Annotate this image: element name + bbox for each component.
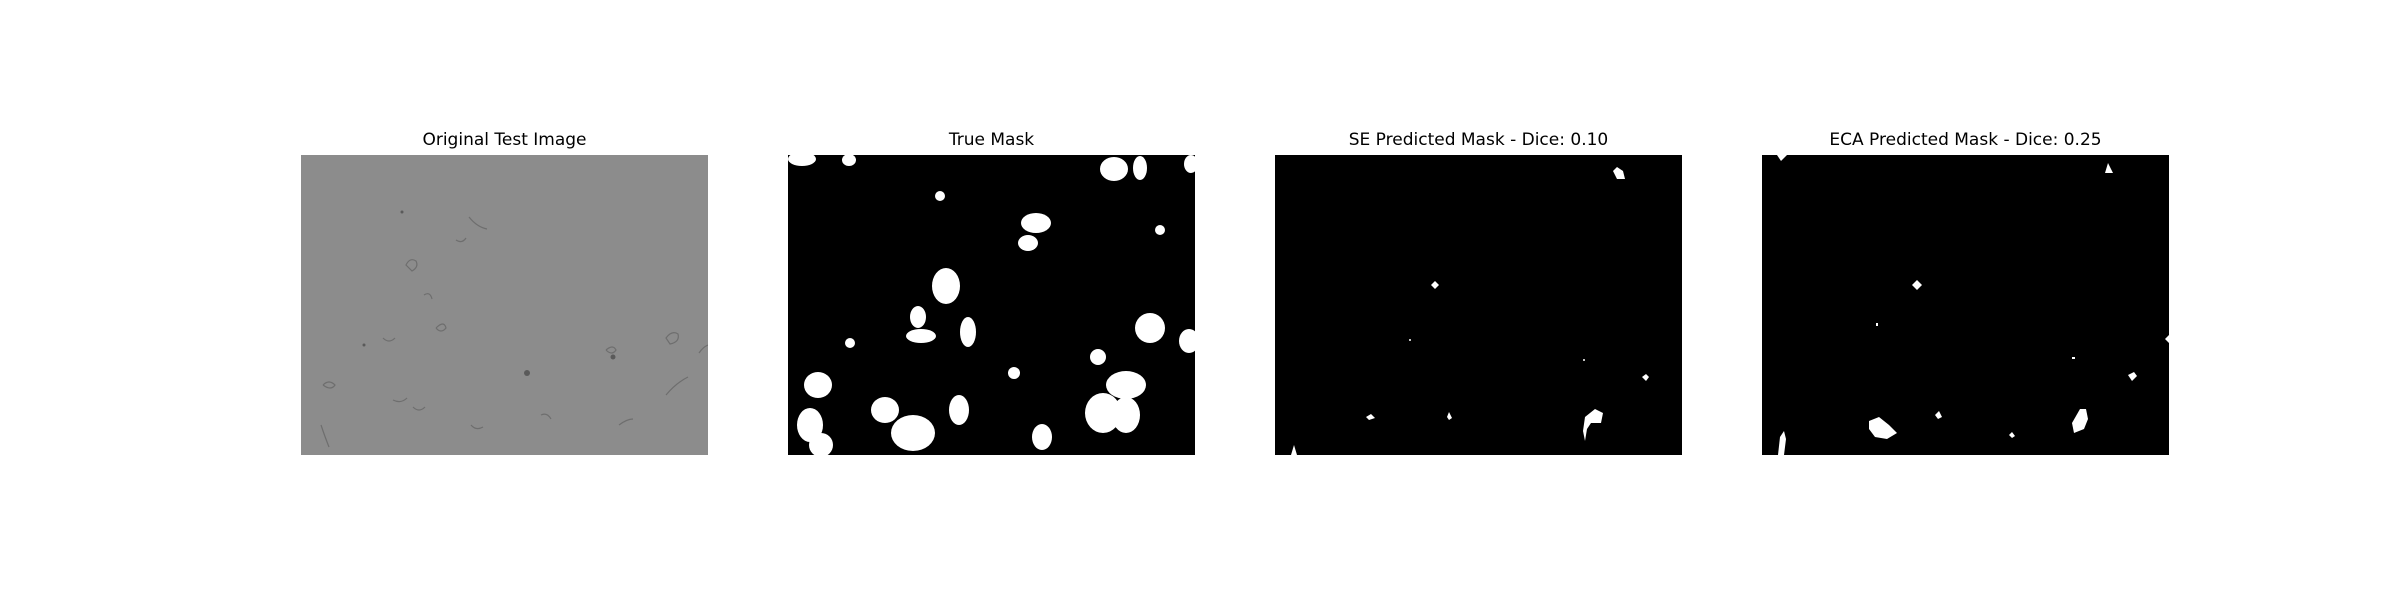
panel-title: Original Test Image — [422, 130, 587, 150]
panel-eca-predicted-mask: ECA Predicted Mask - Dice: 0.25 — [1762, 128, 2169, 455]
panel-title: True Mask — [948, 130, 1035, 150]
panel-title: ECA Predicted Mask - Dice: 0.25 — [1829, 130, 2102, 150]
eca-predicted-mask-image — [1762, 155, 2169, 455]
true-mask-image — [788, 155, 1195, 455]
panel-original-image: Original Test Image — [301, 128, 708, 455]
panel-true-mask: True Mask — [788, 128, 1195, 455]
se-predicted-mask-image — [1275, 155, 1682, 455]
panel-title: SE Predicted Mask - Dice: 0.10 — [1348, 130, 1609, 150]
original-test-image — [301, 155, 708, 455]
panel-se-predicted-mask: SE Predicted Mask - Dice: 0.10 — [1275, 128, 1682, 455]
